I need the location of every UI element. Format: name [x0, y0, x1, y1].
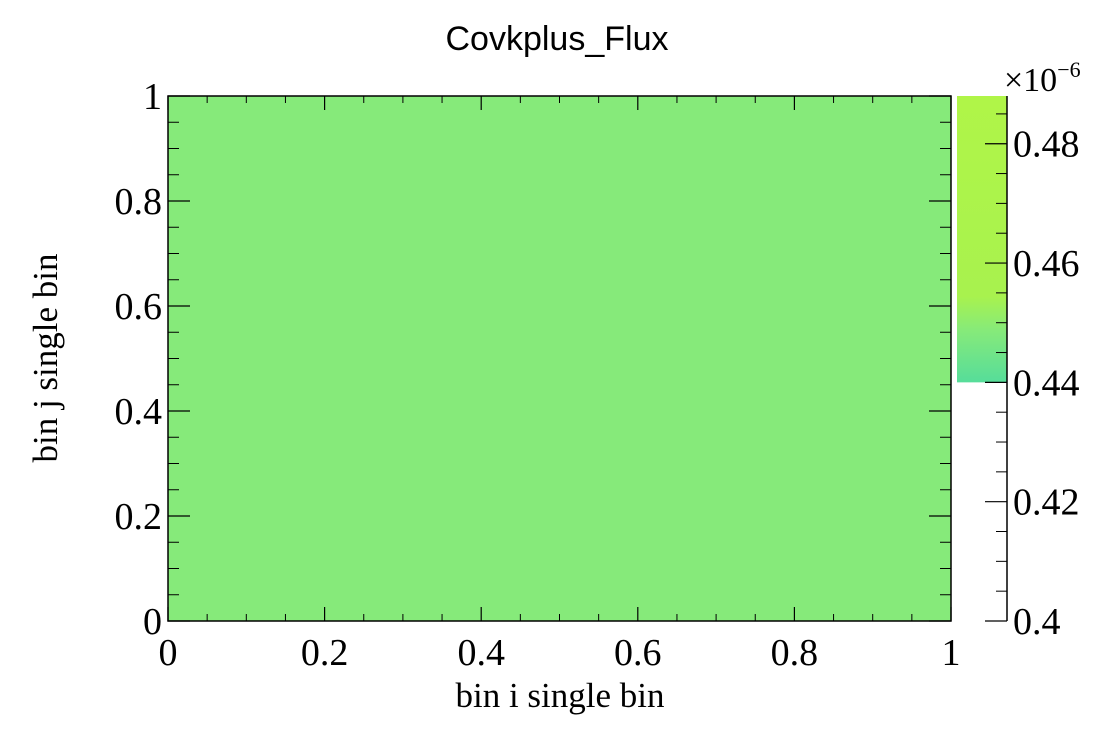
x-tick-label: 0.2	[301, 632, 349, 674]
x-axis-label: bin i single bin	[455, 676, 664, 715]
y-tick-label: 0.4	[115, 391, 163, 433]
y-tick-label: 0.2	[115, 496, 163, 538]
y-tick-label: 0.6	[115, 286, 163, 328]
colorbar-exponent: ×10−6	[1004, 57, 1081, 99]
heatmap-cell-0	[168, 96, 951, 621]
x-tick-label: 0.6	[614, 632, 662, 674]
colorbar-fill	[957, 96, 1007, 383]
x-tick-label: 0.4	[457, 632, 505, 674]
colorbar: 0.4 0.42 0.44 0.46 0.48	[957, 96, 1080, 643]
x-tick-label: 0.8	[771, 632, 819, 674]
x-axis: 0 0.2 0.4 0.6 0.8 1	[159, 96, 961, 674]
y-tick-label: 0.8	[115, 181, 163, 223]
x-tick-label: 1	[942, 632, 961, 674]
colorbar-exponent-base: ×10	[1004, 62, 1057, 99]
chart-title: Covkplus_Flux	[446, 20, 669, 58]
colorbar-exponent-power: −6	[1057, 57, 1080, 82]
colorbar-tick-label: 0.44	[1013, 362, 1080, 404]
colorbar-tick-label: 0.46	[1013, 243, 1080, 285]
y-tick-label: 1	[143, 76, 162, 118]
x-tick-label: 0	[159, 632, 178, 674]
y-axis-label: bin j single bin	[26, 253, 65, 462]
colorbar-tick-label: 0.48	[1013, 124, 1080, 166]
y-axis: 0 0.2 0.4 0.6 0.8 1	[115, 76, 951, 643]
y-tick-label: 0	[143, 601, 162, 643]
plot-area	[167, 95, 952, 622]
colorbar-tick-label: 0.42	[1013, 482, 1080, 524]
colorbar-tick-label: 0.4	[1013, 601, 1061, 643]
